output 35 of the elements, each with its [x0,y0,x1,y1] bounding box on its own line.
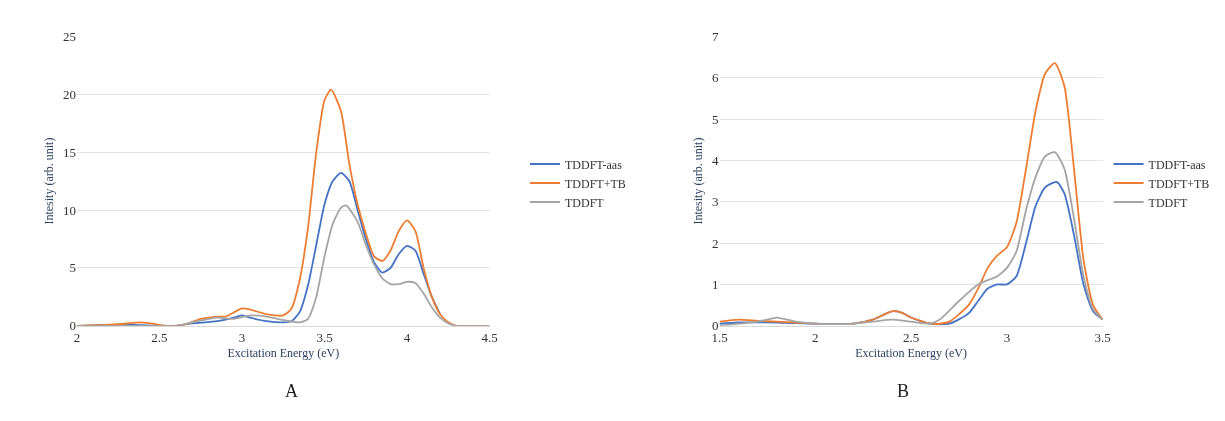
x-tick-label: 4.5 [481,330,498,346]
legend-label: TDDFT-aas [564,157,623,172]
text: A [285,381,298,401]
x-tick-label: 2 [812,330,819,346]
y-tick-label: 5 [69,260,76,276]
y-axis-title: Intesity (arb. unit) [691,137,706,225]
y-tick-label: 4 [712,152,720,168]
legend-label: TDDFT+TB [564,176,626,191]
y-tick-label: 5 [712,111,719,127]
x-axis-title: Excitation Energy (eV) [227,346,340,361]
y-axis-title: Intesity (arb. unit) [42,137,57,225]
y-tick-label: 1 [712,276,719,292]
x-axis-title: Excitation Energy (eV) [855,346,967,361]
x-tick-label: 3 [238,330,246,346]
y-tick-label: 10 [62,202,76,218]
x-tick-label: 4 [403,330,411,346]
x-tick-label: 2.5 [151,330,168,346]
y-tick-label: 2 [712,235,719,251]
x-tick-label: 3.5 [1094,330,1111,346]
x-tick-label: 3 [1003,330,1011,346]
legend-label: TDDFT [1148,195,1188,210]
y-tick-label: 20 [62,86,76,102]
line-series [719,62,1103,325]
x-tick-label: 3.5 [316,330,333,346]
y-tick-label: 15 [62,144,76,160]
text: B [897,381,910,401]
y-tick-label: 3 [712,194,719,210]
y-tick-label: 25 [62,28,76,44]
y-tick-label: 7 [712,28,720,44]
legend-label: TDDFT [564,195,605,210]
x-tick-label: 2.5 [902,330,920,346]
legend-label: TDDFT-aas [1148,157,1206,172]
legend-label: TDDFT+TB [1148,176,1210,191]
y-tick-label: 6 [712,70,720,86]
y-tick-label: 0 [69,318,76,334]
